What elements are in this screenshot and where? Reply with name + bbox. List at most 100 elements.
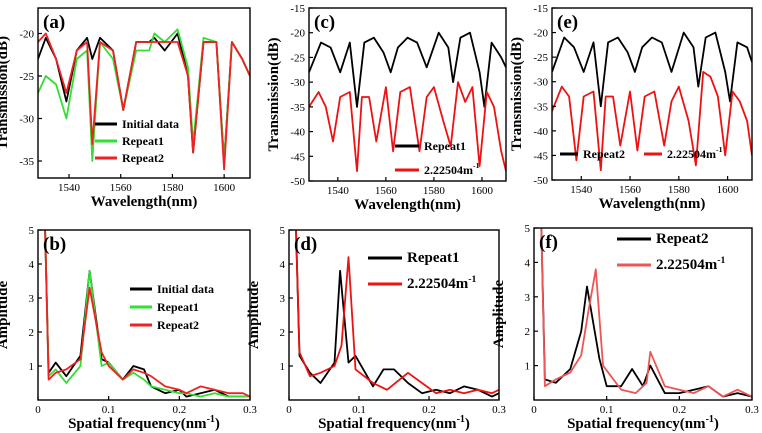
x-tick-label: 1560 — [375, 185, 398, 197]
series-line-c-1 — [309, 81, 506, 173]
panel-label: (e) — [557, 12, 578, 33]
x-tick-label: 0.2 — [422, 404, 436, 416]
y-tick-label: -50 — [290, 176, 305, 188]
panel-label: (b) — [43, 234, 66, 255]
y-tick-label: -45 — [533, 150, 548, 162]
panel-c: 1540 1560 1580 1600 -15 -20 -25 -30 -35 -40 -45 -50… — [266, 3, 507, 213]
y-tick-label: -35 — [290, 102, 305, 114]
y-tick-label: -25 — [19, 71, 34, 83]
legend-label: Repeat2 — [122, 151, 164, 165]
panel-a: 1540 1560 1580 1600 -20 -25 -30 -35 Wavelength(n… — [0, 7, 251, 210]
series-line-b-2 — [44, 230, 250, 398]
x-axis-label: Wavelength(nm) — [599, 196, 706, 212]
axes-frame — [308, 7, 507, 182]
panel-label: (c) — [314, 12, 335, 33]
y-tick-label: -30 — [290, 77, 305, 89]
y-tick-label: -20 — [19, 29, 34, 41]
y-tick-label: -50 — [533, 175, 548, 187]
x-tick-label: 1600 — [471, 185, 494, 197]
x-tick-label: 0.2 — [172, 404, 186, 416]
x-axis-label-close: ) — [714, 416, 719, 432]
legend-label: Initial data — [157, 282, 214, 296]
axes-frame — [551, 7, 753, 181]
y-axis-label: Amplitude — [246, 280, 262, 349]
y-axis-label: Transmission(dB) — [266, 38, 282, 152]
legend-label: Repeat2 — [656, 231, 709, 247]
y-tick-label: -30 — [533, 77, 548, 89]
legend-label: 2.22504m-1 — [656, 255, 725, 273]
y-tick-label: 2 — [29, 327, 35, 339]
axes-frame — [533, 227, 753, 401]
legend-label: Repeat1 — [407, 250, 460, 266]
legend-label: Initial data — [122, 117, 179, 131]
x-tick-label: 1580 — [423, 185, 446, 197]
x-axis-label-close: ) — [465, 416, 470, 432]
series-line-e-0 — [552, 31, 752, 108]
x-tick-label: 1540 — [570, 184, 593, 196]
axes-frame — [37, 7, 251, 179]
y-tick-label: 4 — [525, 257, 531, 269]
y-tick-label: -40 — [533, 126, 548, 138]
legend-label: 2.22504m-1 — [667, 145, 723, 161]
x-tick-label: 1540 — [327, 185, 350, 197]
x-axis-label: Spatial frequency(nm-1) — [567, 414, 719, 432]
legend-label: Repeat1 — [122, 134, 164, 148]
series-line-a-2 — [38, 32, 250, 171]
series-line-d-0 — [295, 230, 499, 398]
x-axis-label: Spatial frequency(nm-1) — [68, 414, 220, 432]
series-line-f-1 — [540, 228, 752, 398]
legend-label: Repeat2 — [583, 147, 625, 161]
y-tick-label: 4 — [280, 259, 286, 271]
x-tick-label: 0.1 — [600, 404, 614, 416]
panel-f: 0 0.1 0.2 0.3 1 2 3 4 5 Spatial frequency(nm-1) Am… — [491, 223, 759, 432]
legend-label: 2.22504m-1 — [407, 274, 476, 292]
x-tick-label: 1580 — [668, 184, 691, 196]
y-tick-label: -20 — [290, 28, 305, 40]
legend-label-sup: -1 — [717, 255, 725, 266]
y-tick-label: -30 — [19, 114, 34, 126]
x-tick-label: 0.3 — [745, 404, 759, 416]
x-tick-label: 1560 — [619, 184, 642, 196]
legend-label: 2.22504m-1 — [424, 161, 480, 177]
x-tick-label: 1600 — [717, 184, 740, 196]
legend-label-sup: -1 — [473, 161, 480, 170]
y-axis-label: Transmission(dB) — [509, 37, 525, 151]
x-tick-label: 0 — [286, 404, 292, 416]
x-tick-label: 1600 — [213, 182, 236, 194]
series-line-f-0 — [540, 228, 752, 398]
x-axis-label-sup: -1 — [706, 414, 714, 425]
x-tick-label: 0 — [531, 404, 537, 416]
x-tick-label: 0 — [35, 404, 41, 416]
y-tick-label: -25 — [533, 52, 548, 64]
x-axis-label: Wavelength(nm) — [91, 194, 198, 210]
x-axis-label-close: ) — [215, 416, 220, 432]
y-axis-label: Transmission(dB) — [0, 36, 11, 150]
y-tick-label: 5 — [280, 225, 286, 237]
y-tick-label: -45 — [290, 151, 305, 163]
x-axis-label-sup: -1 — [207, 414, 215, 425]
y-tick-label: -40 — [290, 127, 305, 139]
panel-b: 0 0.1 0.2 0.3 1 2 3 4 5 Spatial frequency(nm-1) Am… — [0, 225, 257, 432]
y-tick-label: -35 — [19, 156, 34, 168]
axes-frame — [288, 229, 500, 401]
y-axis-label: Amplitude — [491, 279, 507, 348]
series-line-d-1 — [295, 230, 499, 395]
legend-label-sup: -1 — [468, 274, 476, 285]
x-tick-label: 0.1 — [102, 404, 116, 416]
y-tick-label: 4 — [29, 259, 35, 271]
y-tick-label: 3 — [29, 293, 35, 305]
x-tick-label: 1560 — [110, 182, 133, 194]
panel-label: (d) — [294, 234, 317, 255]
x-axis-label-sup: -1 — [457, 414, 465, 425]
panel-label: (f) — [539, 232, 558, 253]
y-tick-label: 1 — [525, 361, 531, 373]
y-tick-label: 3 — [280, 293, 286, 305]
x-tick-label: 0.3 — [243, 404, 257, 416]
y-tick-label: -15 — [533, 3, 548, 15]
panel-e: 1540 1560 1580 1600 -15 -20 -25 -30 -35 -40 -45 -50… — [509, 3, 753, 212]
series-line-b-1 — [44, 230, 250, 398]
panel-label: (a) — [43, 12, 65, 33]
x-axis-label: Wavelength(nm) — [354, 197, 461, 213]
legend-label-sup: -1 — [716, 145, 723, 154]
y-tick-label: -20 — [533, 28, 548, 40]
